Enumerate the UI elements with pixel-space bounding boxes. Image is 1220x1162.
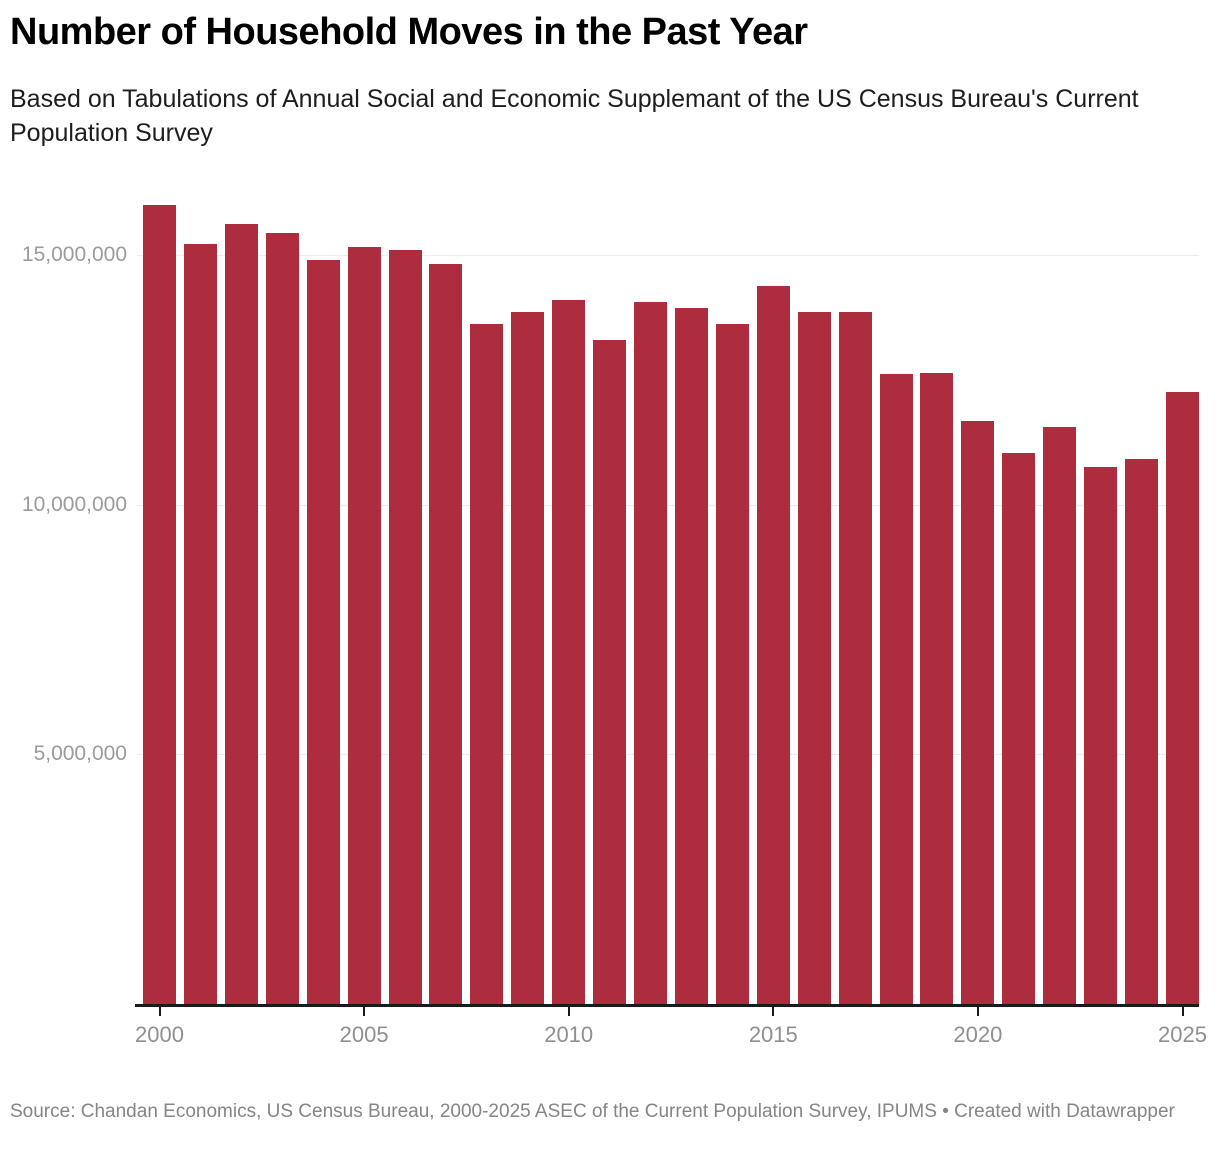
x-tick-label-2010: 2010 <box>544 1022 594 1047</box>
bar-2002[interactable] <box>224 224 258 1004</box>
bar-2016[interactable] <box>797 312 831 1004</box>
x-tick-2015 <box>772 1007 775 1016</box>
bar-2014[interactable] <box>715 324 749 1004</box>
bar-2005[interactable] <box>347 246 381 1004</box>
gridline-10000000 <box>137 504 1199 506</box>
gridline-15000000 <box>137 254 1199 256</box>
plot-area <box>137 190 1199 1004</box>
bar-2008[interactable] <box>470 324 504 1004</box>
x-tick-2000 <box>158 1007 161 1016</box>
x-tick-label-2020: 2020 <box>953 1022 1003 1047</box>
bar-2011[interactable] <box>593 340 627 1004</box>
bar-2013[interactable] <box>674 307 708 1004</box>
x-axis-line <box>135 1004 1199 1007</box>
bar-2000[interactable] <box>143 204 176 1004</box>
chart-subtitle: Based on Tabulations of Annual Social an… <box>10 85 1139 147</box>
bar-2004[interactable] <box>306 259 340 1004</box>
bar-2007[interactable] <box>429 263 463 1004</box>
x-tick-label-2005: 2005 <box>339 1022 389 1047</box>
x-tick-label-2000: 2000 <box>135 1022 184 1047</box>
bar-2020[interactable] <box>961 420 995 1004</box>
bar-2018[interactable] <box>879 374 913 1004</box>
bar-2023[interactable] <box>1084 467 1118 1004</box>
x-tick-2020 <box>976 1007 979 1016</box>
x-tick-2005 <box>363 1007 366 1016</box>
y-tick-label-15000000: 15,000,000 <box>21 242 127 266</box>
x-tick-label-2015: 2015 <box>748 1022 798 1047</box>
bar-2001[interactable] <box>183 243 217 1004</box>
source-attribution: Source: Chandan Economics, US Census Bur… <box>10 1101 1175 1122</box>
bar-2021[interactable] <box>1002 453 1036 1004</box>
bar-2012[interactable] <box>634 302 668 1004</box>
bar-2025[interactable] <box>1166 392 1199 1004</box>
y-tick-label-10000000: 10,000,000 <box>21 492 127 516</box>
y-tick-label-5000000: 5,000,000 <box>33 742 127 766</box>
bar-2009[interactable] <box>511 311 545 1004</box>
x-tick-2010 <box>567 1007 570 1016</box>
bar-2019[interactable] <box>920 373 954 1004</box>
bar-2010[interactable] <box>552 300 586 1004</box>
bar-2017[interactable] <box>838 311 872 1004</box>
x-tick-label-2025: 2025 <box>1158 1022 1207 1047</box>
gridline-5000000 <box>137 754 1199 756</box>
bar-2015[interactable] <box>756 286 790 1004</box>
x-tick-2025 <box>1181 1007 1184 1016</box>
chart-title: Number of Household Moves in the Past Ye… <box>10 11 808 53</box>
bar-2022[interactable] <box>1043 426 1077 1004</box>
bar-2024[interactable] <box>1125 458 1159 1004</box>
bar-2006[interactable] <box>388 249 422 1004</box>
bar-2003[interactable] <box>265 233 299 1004</box>
